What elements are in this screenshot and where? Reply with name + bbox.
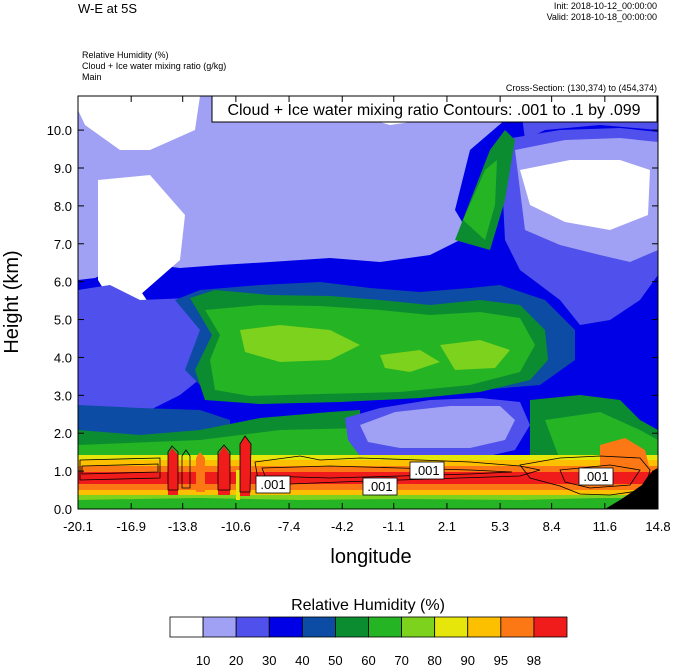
y-tick-label: 6.0 — [54, 275, 72, 290]
colorbar-swatch — [301, 616, 336, 638]
x-tick-label: 2.1 — [438, 519, 456, 534]
colorbar-swatch — [268, 616, 303, 638]
contour-label: .001 — [583, 469, 608, 484]
x-tick-label: 11.6 — [593, 519, 617, 534]
colorbar-swatch — [434, 616, 469, 638]
colorbar-label: 80 — [427, 653, 441, 667]
y-tick-label: 0.0 — [54, 502, 72, 517]
valid-time: Valid: 2018-10-18_00:00:00 — [547, 12, 657, 22]
field-label-rh: Relative Humidity (%) — [82, 50, 169, 60]
x-axis-label: longitude — [330, 546, 411, 568]
y-tick-label: 1.0 — [54, 464, 72, 479]
y-tick-label: 4.0 — [54, 350, 72, 365]
x-tick-label: 14.8 — [645, 519, 670, 534]
colorbar-label: 60 — [361, 653, 375, 667]
y-tick-label: 2.0 — [54, 426, 72, 441]
x-tick-label: -13.8 — [168, 519, 198, 534]
colorbar-swatch — [500, 616, 535, 638]
colorbar-label: 30 — [262, 653, 276, 667]
contour-info-box — [211, 95, 658, 123]
colorbar-label: 70 — [394, 653, 408, 667]
y-tick-label: 5.0 — [54, 313, 72, 328]
colorbar-label: 90 — [461, 653, 475, 667]
colorbar-swatch — [169, 616, 204, 638]
colorbar-title: Relative Humidity (%) — [291, 597, 445, 614]
colorbar-swatch — [202, 616, 237, 638]
y-tick-label: 8.0 — [54, 199, 72, 214]
field-label-cloud: Cloud + Ice water mixing ratio (g/kg) — [82, 61, 226, 71]
cross-section-label: Cross-Section: (130,374) to (454,374) — [506, 83, 657, 93]
x-tick-label: -10.6 — [221, 519, 251, 534]
y-tick-label: 9.0 — [54, 161, 72, 176]
y-axis: 0.0 1.0 2.0 3.0 4.0 5.0 6.0 7.0 8.0 9.0 10.0 — [47, 123, 658, 517]
colorbar-label: 50 — [328, 653, 342, 667]
x-tick-label: -20.1 — [63, 519, 93, 534]
colorbar-swatch — [368, 616, 402, 638]
colorbar-label: 20 — [229, 653, 243, 667]
y-tick-label: 10.0 — [47, 123, 72, 138]
x-tick-label: 5.3 — [491, 519, 509, 534]
colorbar-swatch — [335, 616, 369, 638]
colorbar-swatch — [401, 616, 436, 638]
y-axis-label: Height (km) — [1, 250, 23, 353]
colorbar-label: 10 — [196, 653, 210, 667]
colorbar-label: 40 — [295, 653, 309, 667]
colorbar-label: 98 — [527, 653, 541, 667]
rh-field — [78, 96, 658, 509]
colorbar-swatch — [467, 616, 502, 638]
y-tick-label: 7.0 — [54, 237, 72, 252]
contour-label: .001 — [414, 463, 439, 478]
contour-label: .001 — [367, 479, 392, 494]
x-tick-label: -4.2 — [331, 519, 353, 534]
colorbar-label: 95 — [494, 653, 508, 667]
x-tick-label: -1.1 — [383, 519, 405, 534]
field-label-main: Main — [82, 72, 102, 82]
x-axis: -20.1 -16.9 -13.8 -10.6 -7.4 -4.2 -1.1 2.1 5.3 8.… — [63, 96, 671, 534]
init-time: Init: 2018-10-12_00:00:00 — [554, 1, 657, 11]
x-tick-label: -7.4 — [278, 519, 300, 534]
contour-label: .001 — [260, 477, 285, 492]
colorbar-swatch — [235, 616, 270, 638]
contour-labels: .001 .001 .001 .001 — [255, 461, 614, 496]
x-tick-label: -16.9 — [116, 519, 146, 534]
plot-title: W-E at 5S — [78, 1, 137, 16]
y-tick-label: 3.0 — [54, 388, 72, 403]
colorbar-swatch — [533, 616, 568, 638]
x-tick-label: 8.4 — [543, 519, 561, 534]
colorbar: 10 20 30 40 50 60 70 80 90 95 98 — [169, 616, 568, 667]
contour-info-text: Cloud + Ice water mixing ratio Contours:… — [227, 102, 640, 119]
